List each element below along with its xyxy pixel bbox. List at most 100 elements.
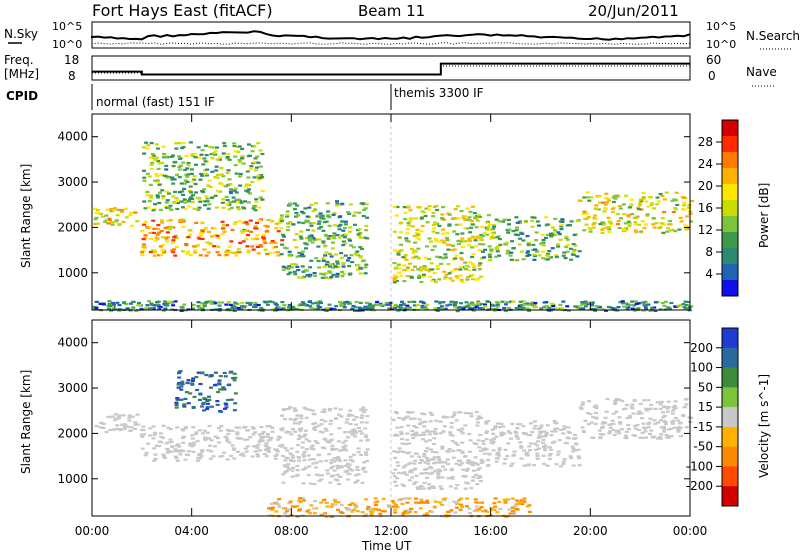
power-heatmap	[92, 114, 694, 313]
echo-cell	[317, 227, 322, 230]
echo-cell	[246, 201, 251, 204]
echo-cell	[289, 433, 294, 436]
echo-cell	[661, 231, 666, 234]
echo-cell	[465, 278, 470, 281]
echo-cell	[411, 252, 416, 255]
echo-cell	[300, 253, 305, 256]
echo-cell	[173, 450, 178, 453]
echo-cell	[115, 424, 120, 427]
echo-cell	[226, 301, 231, 304]
echo-cell	[143, 207, 148, 210]
echo-cell	[258, 196, 263, 199]
echo-cell	[320, 410, 325, 413]
echo-cell	[667, 435, 672, 438]
echo-cell	[204, 373, 209, 377]
echo-cell	[348, 458, 353, 461]
echo-cell	[343, 226, 347, 230]
echo-cell	[216, 390, 221, 394]
echo-cell	[168, 228, 172, 231]
echo-cell	[484, 431, 489, 435]
echo-cell	[246, 250, 251, 254]
echo-cell	[364, 434, 369, 437]
echo-cell	[672, 407, 677, 410]
echo-cell	[307, 465, 312, 468]
echo-cell	[280, 243, 284, 246]
echo-cell	[107, 217, 112, 220]
echo-cell	[311, 412, 316, 415]
echo-cell	[397, 471, 401, 474]
echo-cell	[565, 224, 570, 227]
echo-cell	[657, 436, 662, 439]
echo-cell	[149, 237, 154, 240]
echo-cell	[532, 253, 537, 256]
echo-cell	[458, 223, 463, 226]
echo-cell	[194, 245, 199, 248]
echo-cell	[467, 412, 472, 415]
echo-cell	[473, 216, 478, 219]
echo-cell	[196, 301, 201, 304]
colorbar-tick-label: -100	[686, 459, 713, 473]
echo-cell	[299, 427, 304, 430]
echo-cell	[408, 217, 413, 220]
echo-cell	[154, 173, 159, 176]
echo-cell	[441, 415, 446, 418]
echo-cell	[584, 212, 589, 215]
echo-cell	[152, 254, 157, 257]
echo-cell	[364, 513, 368, 516]
echo-cell	[181, 161, 186, 164]
echo-cell	[331, 273, 336, 276]
echo-cell	[495, 303, 500, 306]
echo-cell	[518, 220, 522, 223]
echo-cell	[432, 486, 437, 489]
echo-cell	[533, 424, 538, 427]
echo-cell	[142, 200, 147, 203]
echo-cell	[528, 442, 533, 445]
echo-cell	[202, 157, 207, 160]
echo-cell	[304, 247, 308, 250]
echo-cell	[364, 421, 369, 424]
echo-cell	[518, 441, 523, 444]
echo-cell	[408, 262, 412, 265]
echo-cell	[210, 170, 215, 173]
echo-cell	[305, 510, 310, 513]
echo-cell	[638, 402, 643, 405]
echo-cell	[213, 384, 217, 387]
echo-cell	[267, 425, 272, 428]
echo-cell	[207, 179, 212, 182]
echo-cell	[672, 426, 677, 429]
echo-cell	[456, 239, 461, 242]
echo-cell	[520, 502, 525, 506]
echo-cell	[235, 431, 240, 434]
echo-cell	[480, 501, 484, 504]
echo-cell	[164, 201, 169, 204]
echo-cell	[208, 145, 212, 148]
echo-cell	[334, 275, 339, 278]
echo-cell	[232, 457, 237, 460]
echo-cell	[304, 438, 309, 441]
echo-cell	[667, 307, 672, 310]
echo-cell	[420, 459, 425, 462]
echo-cell	[253, 301, 258, 305]
echo-cell	[225, 224, 229, 227]
echo-cell	[452, 414, 457, 417]
echo-cell	[626, 215, 631, 218]
echo-cell	[624, 302, 629, 305]
echo-cell	[148, 427, 153, 430]
echo-cell	[149, 142, 154, 145]
echo-cell	[95, 222, 100, 225]
echo-cell	[454, 501, 459, 504]
echo-cell	[384, 302, 389, 305]
echo-cell	[176, 443, 181, 446]
echo-cell	[175, 398, 180, 402]
echo-cell	[420, 224, 425, 228]
echo-cell	[253, 431, 257, 434]
echo-cell	[506, 498, 511, 501]
echo-cell	[468, 239, 473, 242]
echo-cell	[660, 194, 665, 198]
echo-cell	[356, 309, 361, 312]
echo-cell	[208, 185, 213, 189]
echo-cell	[646, 399, 651, 402]
echo-cell	[140, 254, 145, 257]
echo-cell	[420, 305, 425, 308]
echo-cell	[164, 168, 169, 171]
